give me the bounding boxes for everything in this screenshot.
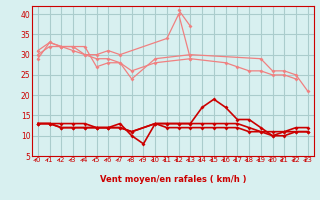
X-axis label: Vent moyen/en rafales ( km/h ): Vent moyen/en rafales ( km/h ) (100, 174, 246, 184)
